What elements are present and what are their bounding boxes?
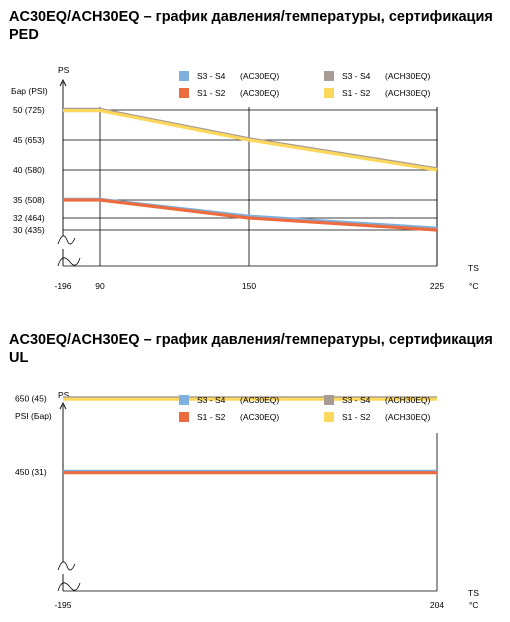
legend-range-label: S3 - S4 xyxy=(197,71,226,81)
y-axis-break xyxy=(57,235,76,245)
x-axis-unit: °C xyxy=(469,281,479,291)
legend-model-label: (AC30EQ) xyxy=(240,395,279,405)
x-tick-label: -195 xyxy=(54,600,71,610)
y-axis-arrow xyxy=(59,78,67,87)
legend-swatch xyxy=(179,71,189,81)
legend-model-label: (ACH30EQ) xyxy=(385,412,431,422)
legend-swatch xyxy=(179,412,189,422)
series-line-s1s2_ac30eq xyxy=(63,198,438,232)
x-tick-label: 150 xyxy=(242,281,256,291)
x-axis-unit: °C xyxy=(469,600,479,610)
ped-chart-title: AC30EQ/ACH30EQ – график давления/темпера… xyxy=(9,9,493,43)
y-axis-unit: PSI (Бар) xyxy=(15,411,52,421)
legend-range-label: S1 - S2 xyxy=(342,412,371,422)
legend-swatch xyxy=(324,412,334,422)
y-axis-unit: Бар (PSI) xyxy=(11,86,48,96)
x-tick-label: 204 xyxy=(430,600,444,610)
legend-range-label: S1 - S2 xyxy=(197,88,226,98)
y-tick-label: 45 (653) xyxy=(13,135,45,145)
legend-range-label: S3 - S4 xyxy=(342,71,371,81)
legend-model-label: (AC30EQ) xyxy=(240,71,279,81)
legend-model-label: (AC30EQ) xyxy=(240,88,279,98)
x-tick-label: 225 xyxy=(430,281,444,291)
legend-swatch xyxy=(324,71,334,81)
x-axis-title: TS xyxy=(468,588,479,598)
y-axis-title: PS xyxy=(58,65,70,75)
y-tick-label: 40 (580) xyxy=(13,165,45,175)
legend-swatch xyxy=(179,88,189,98)
y-axis-arrow xyxy=(59,401,67,410)
y-tick-label: 50 (725) xyxy=(13,105,45,115)
legend-model-label: (ACH30EQ) xyxy=(385,395,431,405)
legend-swatch xyxy=(179,395,189,405)
legend-range-label: S1 - S2 xyxy=(197,412,226,422)
ped-chart: 30 (435) 32 (464) 35 (508) 40 (580) 45 (653)… xyxy=(11,65,479,291)
x-tick-label: 90 xyxy=(95,281,105,291)
y-tick-label: 32 (464) xyxy=(13,213,45,223)
y-tick-label: 450 (31) xyxy=(15,467,47,477)
x-axis-break xyxy=(57,582,81,592)
legend-range-label: S3 - S4 xyxy=(342,395,371,405)
legend-model-label: (AC30EQ) xyxy=(240,412,279,422)
y-tick-label: 35 (508) xyxy=(13,195,45,205)
legend-range-label: S3 - S4 xyxy=(197,395,226,405)
x-axis-break xyxy=(57,257,81,267)
ul-chart-title: AC30EQ/ACH30EQ – график давления/темпера… xyxy=(9,332,493,366)
y-tick-label: 650 (45) xyxy=(15,394,47,404)
x-axis-title: TS xyxy=(468,263,479,273)
y-axis-break xyxy=(57,561,76,571)
legend-range-label: S1 - S2 xyxy=(342,88,371,98)
legend-swatch xyxy=(324,395,334,405)
y-tick-label: 30 (435) xyxy=(13,225,45,235)
legend-model-label: (ACH30EQ) xyxy=(385,71,431,81)
y-axis-title: PS xyxy=(58,390,70,400)
legend-swatch xyxy=(324,88,334,98)
series-line-s1s2_ach30eq xyxy=(63,108,438,172)
legend-model-label: (ACH30EQ) xyxy=(385,88,431,98)
x-tick-label: -196 xyxy=(54,281,71,291)
